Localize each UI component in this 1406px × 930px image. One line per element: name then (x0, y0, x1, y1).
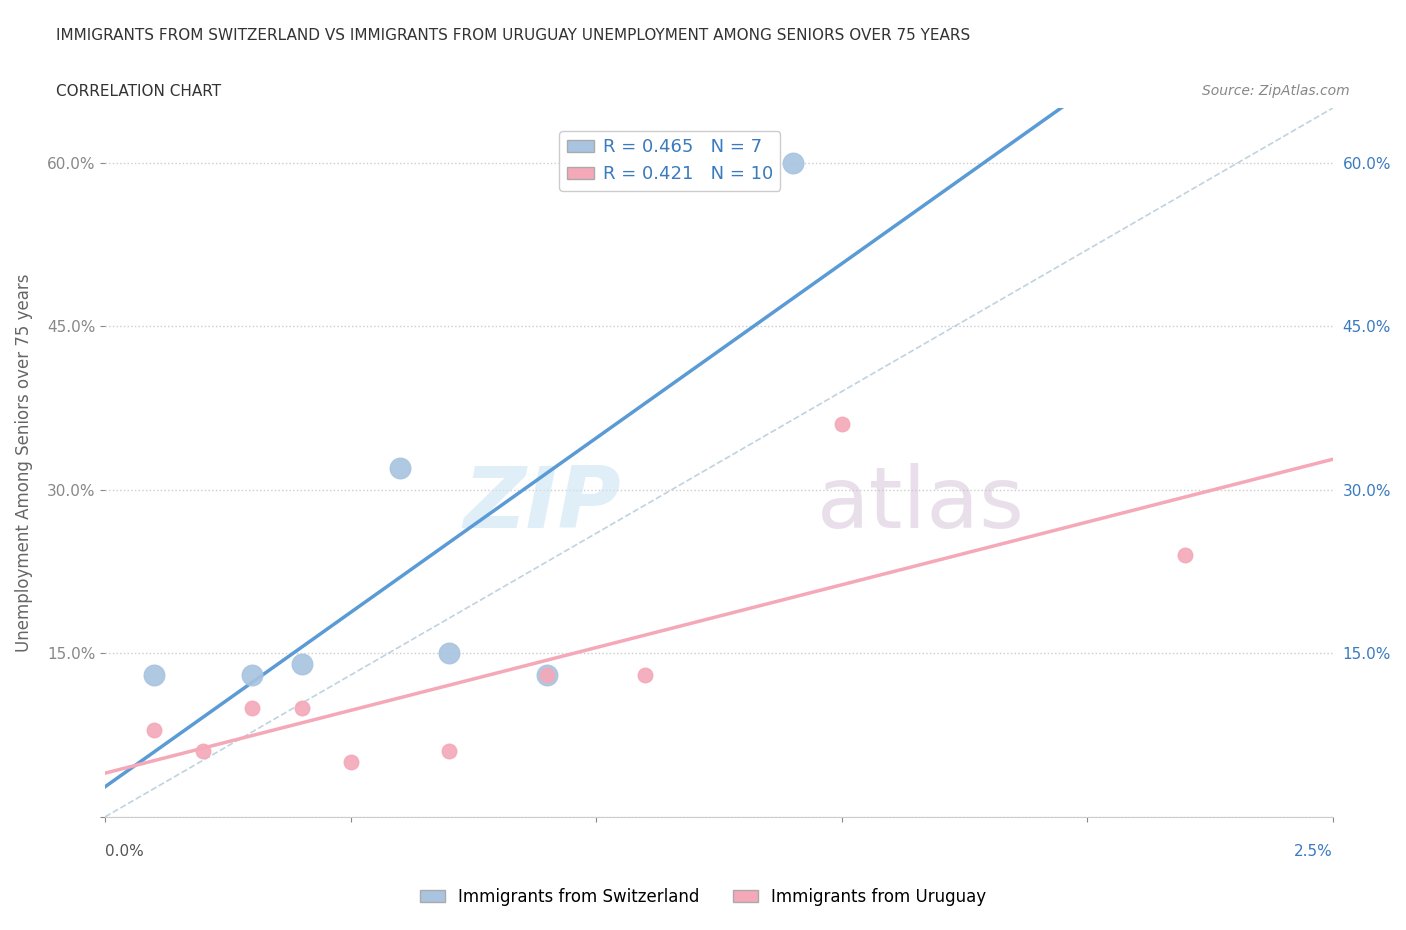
Text: IMMIGRANTS FROM SWITZERLAND VS IMMIGRANTS FROM URUGUAY UNEMPLOYMENT AMONG SENIOR: IMMIGRANTS FROM SWITZERLAND VS IMMIGRANT… (56, 28, 970, 43)
Point (831, 417, 853, 432)
Text: atlas: atlas (817, 463, 1025, 547)
Text: 0.0%: 0.0% (105, 844, 143, 858)
Point (437, 645, 460, 660)
Text: 2.5%: 2.5% (1294, 844, 1333, 858)
Point (388, 460, 411, 475)
Point (290, 700, 312, 715)
Point (143, 668, 166, 683)
Point (242, 700, 264, 715)
Point (242, 668, 264, 683)
Point (437, 744, 460, 759)
Point (536, 668, 558, 683)
Y-axis label: Unemployment Among Seniors over 75 years: Unemployment Among Seniors over 75 years (15, 273, 32, 652)
Point (536, 668, 558, 683)
Legend: R = 0.465   N = 7, R = 0.421   N = 10: R = 0.465 N = 7, R = 0.421 N = 10 (560, 131, 780, 191)
Point (143, 722, 166, 737)
Point (193, 744, 215, 759)
Point (290, 657, 312, 671)
Point (782, 155, 804, 170)
Point (1174, 548, 1197, 563)
Text: ZIP: ZIP (463, 463, 620, 547)
Text: CORRELATION CHART: CORRELATION CHART (56, 84, 221, 99)
Point (634, 668, 657, 683)
Text: Source: ZipAtlas.com: Source: ZipAtlas.com (1202, 84, 1350, 98)
Legend: Immigrants from Switzerland, Immigrants from Uruguay: Immigrants from Switzerland, Immigrants … (413, 881, 993, 912)
Point (339, 755, 361, 770)
